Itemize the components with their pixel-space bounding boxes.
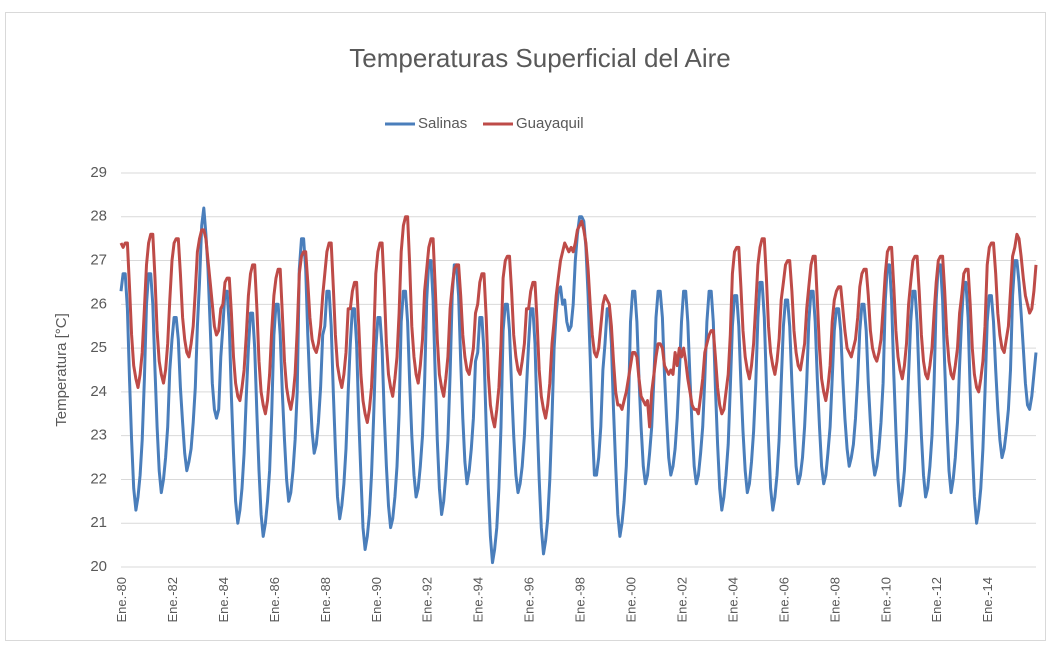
- x-tick-label: Ene.-96: [522, 577, 537, 623]
- y-axis-label: Temperatura [°C]: [53, 313, 70, 427]
- data-line: [119, 215, 1038, 429]
- y-tick-label: 22: [90, 470, 107, 487]
- y-tick-label: 21: [90, 514, 107, 531]
- legend-label: Guayaquil: [516, 115, 584, 132]
- y-tick-label: 24: [90, 383, 107, 400]
- x-tick-label: Ene.-94: [471, 577, 486, 623]
- x-tick-label: Ene.-90: [369, 577, 384, 623]
- x-tick-label: Ene.-82: [165, 577, 180, 623]
- x-tick-label: Ene.-92: [420, 577, 435, 623]
- x-tick-label: Ene.-98: [573, 577, 588, 623]
- x-tick-label: Ene.-08: [827, 577, 842, 623]
- x-tick-label: Ene.-12: [929, 577, 944, 623]
- y-tick-label: 25: [90, 339, 107, 356]
- x-tick-label: Ene.-04: [725, 577, 740, 623]
- x-tick-label: Ene.-86: [267, 577, 282, 623]
- x-tick-label: Ene.-88: [318, 577, 333, 623]
- x-tick-label: Ene.-00: [624, 577, 639, 623]
- x-tick-label: Ene.-84: [216, 577, 231, 623]
- y-tick-label: 27: [90, 252, 107, 269]
- y-tick-label: 23: [90, 427, 107, 444]
- y-tick-label: 26: [90, 295, 107, 312]
- x-tick-label: Ene.-14: [980, 577, 995, 623]
- y-tick-label: 29: [90, 164, 107, 181]
- legend-label: Salinas: [418, 115, 467, 132]
- chart-title: Temperaturas Superficial del Aire: [349, 43, 731, 73]
- x-tick-label: Ene.-80: [114, 577, 129, 623]
- x-tick-label: Ene.-02: [674, 577, 689, 623]
- y-tick-label: 28: [90, 208, 107, 225]
- x-tick-label: Ene.-10: [878, 577, 893, 623]
- y-tick-label: 20: [90, 558, 107, 575]
- x-tick-label: Ene.-06: [776, 577, 791, 623]
